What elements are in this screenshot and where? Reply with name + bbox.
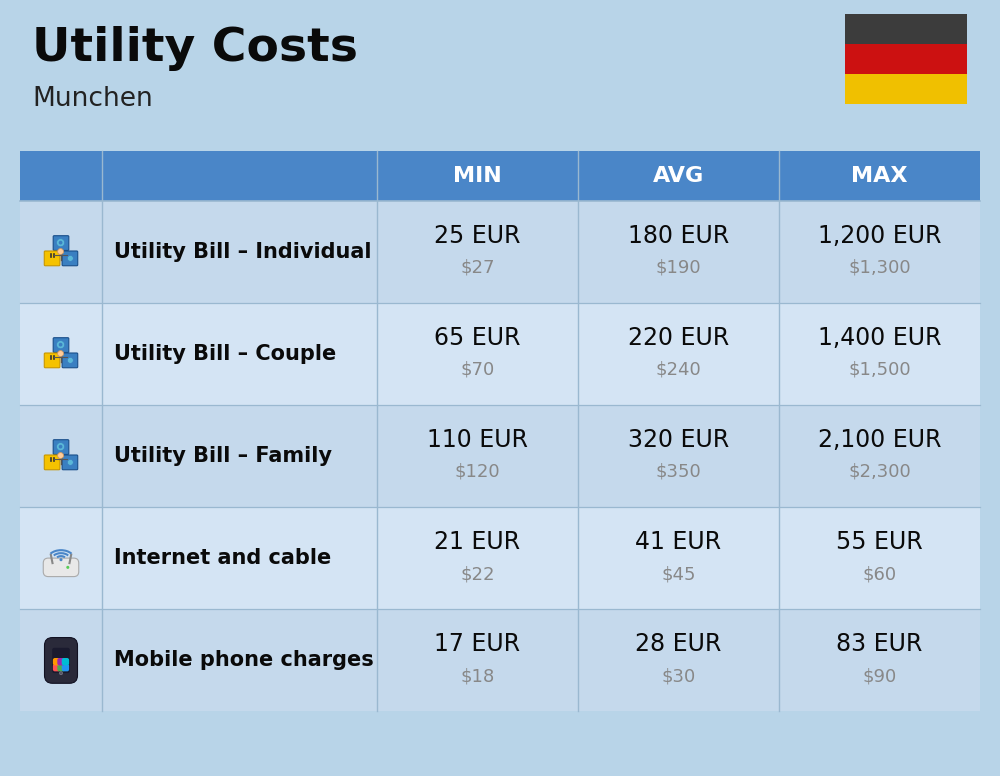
FancyBboxPatch shape xyxy=(53,440,69,455)
Circle shape xyxy=(67,358,73,363)
FancyBboxPatch shape xyxy=(53,338,69,352)
Circle shape xyxy=(66,566,69,569)
FancyBboxPatch shape xyxy=(57,664,65,671)
Text: Munchen: Munchen xyxy=(32,86,153,112)
Text: 1,200 EUR: 1,200 EUR xyxy=(818,224,941,248)
Text: $22: $22 xyxy=(460,565,495,583)
Text: 28 EUR: 28 EUR xyxy=(635,632,722,656)
Text: MIN: MIN xyxy=(453,166,502,186)
Text: 83 EUR: 83 EUR xyxy=(836,632,923,656)
Circle shape xyxy=(56,238,65,247)
Text: Utility Bill – Individual: Utility Bill – Individual xyxy=(114,242,372,262)
Text: 1,400 EUR: 1,400 EUR xyxy=(818,326,941,350)
Text: $27: $27 xyxy=(460,259,495,277)
Text: $1,300: $1,300 xyxy=(848,259,911,277)
Text: $70: $70 xyxy=(460,361,495,379)
FancyBboxPatch shape xyxy=(53,664,60,671)
Text: 41 EUR: 41 EUR xyxy=(635,530,722,554)
Circle shape xyxy=(59,343,62,347)
Circle shape xyxy=(56,341,65,348)
Text: 17 EUR: 17 EUR xyxy=(434,632,521,656)
FancyBboxPatch shape xyxy=(62,353,78,368)
Text: 55 EUR: 55 EUR xyxy=(836,530,923,554)
FancyBboxPatch shape xyxy=(20,507,980,609)
Text: AVG: AVG xyxy=(653,166,704,186)
FancyBboxPatch shape xyxy=(845,44,967,74)
Text: $240: $240 xyxy=(656,361,701,379)
Circle shape xyxy=(59,241,62,244)
Circle shape xyxy=(59,558,63,561)
FancyBboxPatch shape xyxy=(845,74,967,104)
FancyBboxPatch shape xyxy=(53,236,69,251)
FancyBboxPatch shape xyxy=(62,455,78,469)
Text: $30: $30 xyxy=(661,667,696,685)
FancyBboxPatch shape xyxy=(62,664,69,671)
Text: $190: $190 xyxy=(656,259,701,277)
FancyBboxPatch shape xyxy=(845,14,967,44)
Text: 110 EUR: 110 EUR xyxy=(427,428,528,452)
Circle shape xyxy=(58,452,64,459)
FancyBboxPatch shape xyxy=(62,251,78,265)
Circle shape xyxy=(58,248,64,255)
FancyBboxPatch shape xyxy=(20,405,980,507)
Text: 25 EUR: 25 EUR xyxy=(434,224,521,248)
FancyBboxPatch shape xyxy=(44,638,78,684)
FancyBboxPatch shape xyxy=(20,303,980,405)
Circle shape xyxy=(58,351,64,356)
Text: Utility Costs: Utility Costs xyxy=(32,26,358,71)
Text: $350: $350 xyxy=(656,463,701,481)
Text: $2,300: $2,300 xyxy=(848,463,911,481)
Text: $18: $18 xyxy=(460,667,495,685)
Text: Utility Bill – Couple: Utility Bill – Couple xyxy=(114,344,336,364)
Text: $45: $45 xyxy=(661,565,696,583)
FancyBboxPatch shape xyxy=(57,658,65,665)
Circle shape xyxy=(67,255,73,262)
Text: $120: $120 xyxy=(455,463,500,481)
FancyBboxPatch shape xyxy=(20,609,980,711)
Text: 220 EUR: 220 EUR xyxy=(628,326,729,350)
FancyBboxPatch shape xyxy=(44,455,60,469)
Text: Internet and cable: Internet and cable xyxy=(114,548,331,568)
FancyBboxPatch shape xyxy=(52,648,70,673)
Circle shape xyxy=(67,459,73,466)
FancyBboxPatch shape xyxy=(20,201,980,303)
Text: 180 EUR: 180 EUR xyxy=(628,224,729,248)
Text: 65 EUR: 65 EUR xyxy=(434,326,521,350)
Circle shape xyxy=(59,445,62,449)
Text: $1,500: $1,500 xyxy=(848,361,911,379)
Text: Mobile phone charges: Mobile phone charges xyxy=(114,650,374,670)
Text: $60: $60 xyxy=(862,565,897,583)
FancyBboxPatch shape xyxy=(44,353,60,368)
FancyBboxPatch shape xyxy=(53,658,60,665)
Text: Utility Bill – Family: Utility Bill – Family xyxy=(114,446,332,466)
FancyBboxPatch shape xyxy=(44,251,60,265)
Text: MAX: MAX xyxy=(851,166,908,186)
FancyBboxPatch shape xyxy=(20,151,980,201)
Circle shape xyxy=(59,672,63,674)
Circle shape xyxy=(56,442,65,451)
Text: 320 EUR: 320 EUR xyxy=(628,428,729,452)
Text: 2,100 EUR: 2,100 EUR xyxy=(818,428,941,452)
Text: 21 EUR: 21 EUR xyxy=(434,530,521,554)
Text: $90: $90 xyxy=(862,667,897,685)
FancyBboxPatch shape xyxy=(43,558,79,577)
FancyBboxPatch shape xyxy=(62,658,69,665)
